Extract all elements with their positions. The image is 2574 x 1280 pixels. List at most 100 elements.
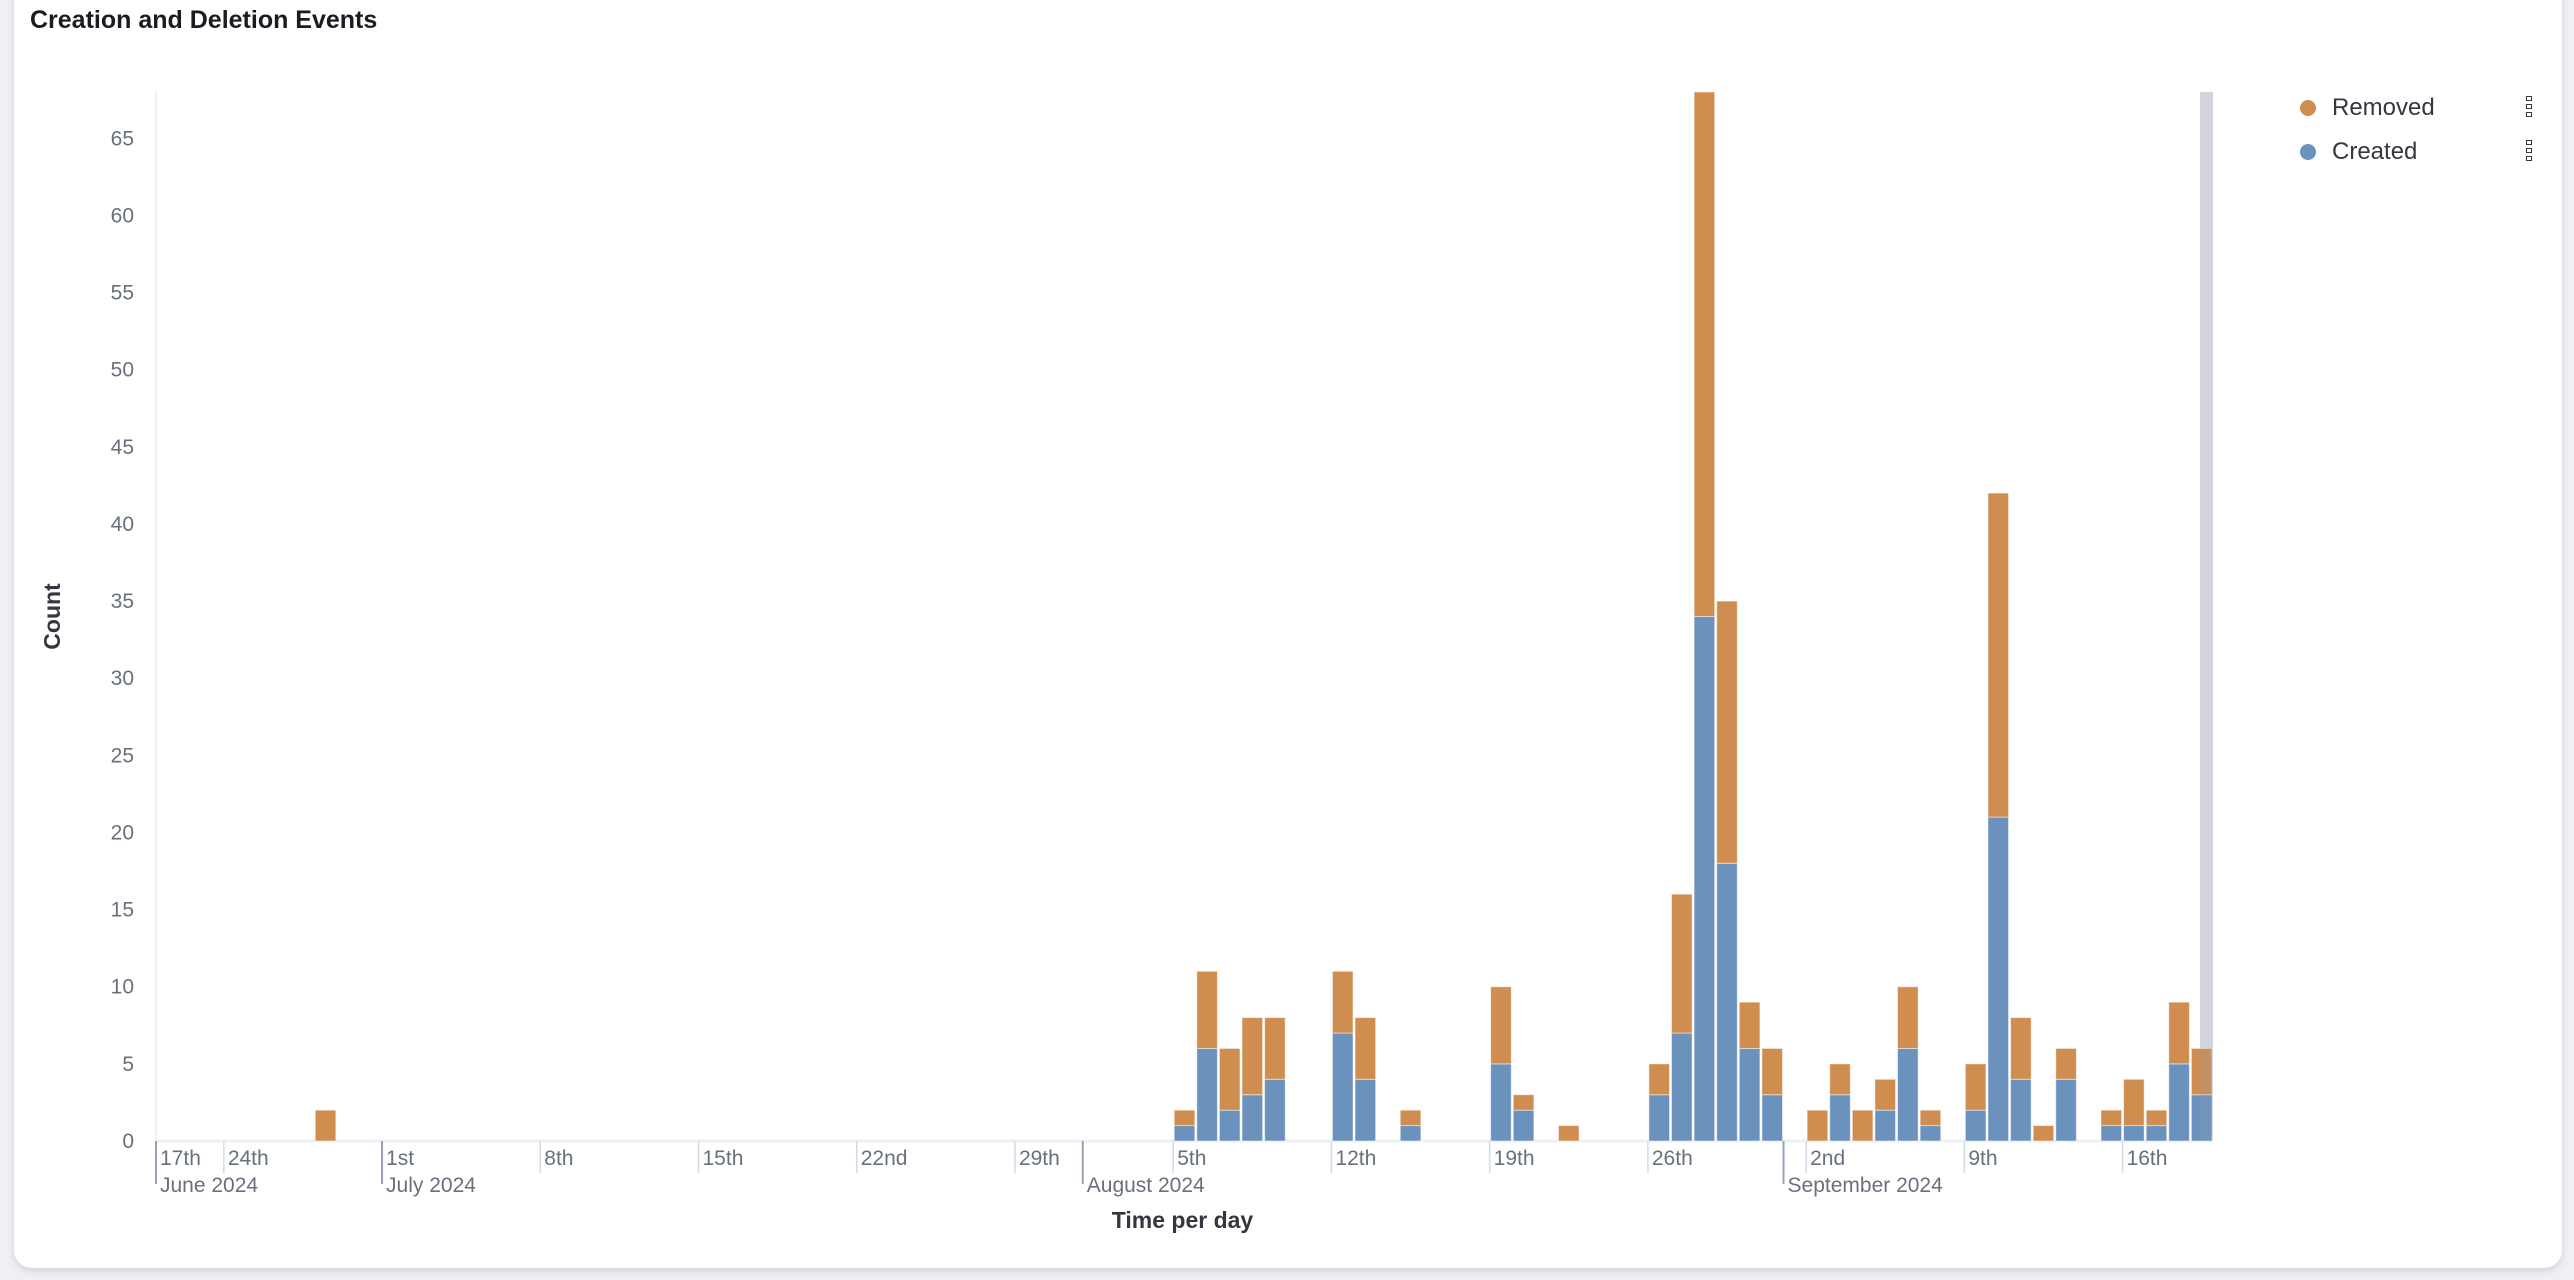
bar-removed: [1557, 1125, 1580, 1142]
bar-created: [1716, 862, 1738, 1142]
bar-created: [1738, 1047, 1761, 1142]
bar-created: [1829, 1094, 1851, 1142]
bar-created: [1196, 1047, 1218, 1142]
legend-label: Created: [2332, 138, 2418, 165]
bar-created: [1693, 616, 1716, 1142]
bar-removed: [1874, 1078, 1897, 1111]
x-tick-label: 17th: [160, 1147, 201, 1170]
x-tick-label: 5th: [1177, 1147, 1206, 1170]
bar-removed: [1490, 986, 1512, 1065]
y-tick-label: 50: [111, 359, 134, 382]
bar-removed: [314, 1109, 337, 1142]
y-tick-label: 35: [111, 590, 134, 613]
x-axis-title: Time per day: [1112, 1207, 1254, 1233]
bar-removed: [1218, 1047, 1241, 1111]
bar-removed: [1897, 986, 1919, 1049]
removed-color-dot: [2300, 100, 2316, 116]
bar-created: [2100, 1125, 2123, 1142]
chart-panel: [14, 0, 2562, 1268]
y-tick-label: 55: [111, 282, 134, 305]
bar-removed: [2055, 1047, 2077, 1080]
y-axis-title: Count: [39, 583, 65, 650]
bar-removed: [1512, 1094, 1535, 1111]
legend: Removed Created: [2300, 86, 2435, 174]
y-tick-label: 60: [111, 204, 134, 227]
legend-action-menu-icon[interactable]: [2526, 96, 2534, 117]
y-tick-label: 40: [111, 513, 134, 536]
x-tick-label: 12th: [1335, 1147, 1376, 1170]
bar-created: [2145, 1125, 2168, 1142]
created-color-dot: [2300, 144, 2316, 160]
bar-removed: [1761, 1047, 1784, 1096]
bar-created: [1331, 1032, 1354, 1142]
bar-created: [1512, 1109, 1535, 1142]
bar-created: [1987, 816, 2010, 1142]
bar-removed: [1693, 91, 1716, 617]
y-tick-label: 5: [122, 1053, 134, 1076]
x-tick-label: 9th: [1968, 1147, 1997, 1170]
x-month-label: July 2024: [386, 1174, 476, 1197]
bar-removed: [1851, 1109, 1874, 1142]
bar-removed: [2145, 1109, 2168, 1127]
bar-removed: [1173, 1109, 1196, 1127]
bar-removed: [1716, 600, 1738, 864]
bar-created: [1490, 1063, 1512, 1142]
bar-removed: [1331, 970, 1354, 1034]
bar-removed: [1354, 1017, 1377, 1080]
y-tick-label: 0: [122, 1130, 134, 1153]
legend-action-menu-icon[interactable]: [2526, 140, 2534, 161]
bar-removed: [1648, 1063, 1670, 1096]
x-tick-label: 15th: [703, 1147, 744, 1170]
bar-created: [1964, 1109, 1987, 1142]
bar-created: [1354, 1078, 1377, 1142]
x-tick-label: 8th: [544, 1147, 573, 1170]
legend-label: Removed: [2332, 94, 2435, 121]
bar-created: [1919, 1125, 1942, 1142]
bar-removed: [1829, 1063, 1851, 1096]
bar-created: [1874, 1109, 1897, 1142]
x-month-label: September 2024: [1788, 1174, 1944, 1197]
y-tick-label: 10: [111, 976, 134, 999]
panel-title: Creation and Deletion Events: [30, 6, 378, 34]
bar-removed: [1987, 492, 2010, 818]
bar-removed: [2190, 1047, 2213, 1096]
bar-removed: [1738, 1001, 1761, 1049]
x-tick-label: 24th: [228, 1147, 269, 1170]
current-period-overlay: [2200, 92, 2213, 1141]
bar-created: [1173, 1125, 1196, 1142]
bar-removed: [2010, 1017, 2032, 1080]
bar-created: [1218, 1109, 1241, 1142]
x-tick-label: 1st: [386, 1147, 414, 1170]
bar-removed: [1241, 1017, 1264, 1096]
bar-removed: [2032, 1125, 2055, 1142]
x-tick-label: 22nd: [861, 1147, 908, 1170]
bar-created: [2055, 1078, 2077, 1142]
bar-created: [1241, 1094, 1264, 1142]
legend-item-removed[interactable]: Removed: [2300, 86, 2435, 130]
current-period-band: [2200, 92, 2213, 1141]
x-tick-label: 2nd: [1810, 1147, 1845, 1170]
bar-removed: [1670, 893, 1693, 1034]
bar-removed: [1806, 1109, 1829, 1142]
x-month-label: August 2024: [1087, 1174, 1205, 1197]
x-month-label: June 2024: [160, 1174, 258, 1197]
y-tick-label: 15: [111, 899, 134, 922]
y-tick-label: 65: [111, 127, 134, 150]
bar-created: [2010, 1078, 2032, 1142]
bar-created: [2168, 1063, 2190, 1142]
bar-removed: [1964, 1063, 1987, 1111]
bar-created: [1897, 1047, 1919, 1142]
bar-created: [1264, 1078, 1286, 1142]
bar-created: [1761, 1094, 1784, 1142]
bar-removed: [1264, 1017, 1286, 1080]
y-tick-label: 45: [111, 436, 134, 459]
x-tick-label: 19th: [1494, 1147, 1535, 1170]
bar-removed: [1196, 970, 1218, 1049]
x-tick-label: 29th: [1019, 1147, 1060, 1170]
legend-item-created[interactable]: Created: [2300, 130, 2435, 174]
y-tick-label: 20: [111, 821, 134, 844]
bar-removed: [2168, 1001, 2190, 1065]
x-tick-label: 26th: [1652, 1147, 1693, 1170]
y-tick-label: 30: [111, 667, 134, 690]
